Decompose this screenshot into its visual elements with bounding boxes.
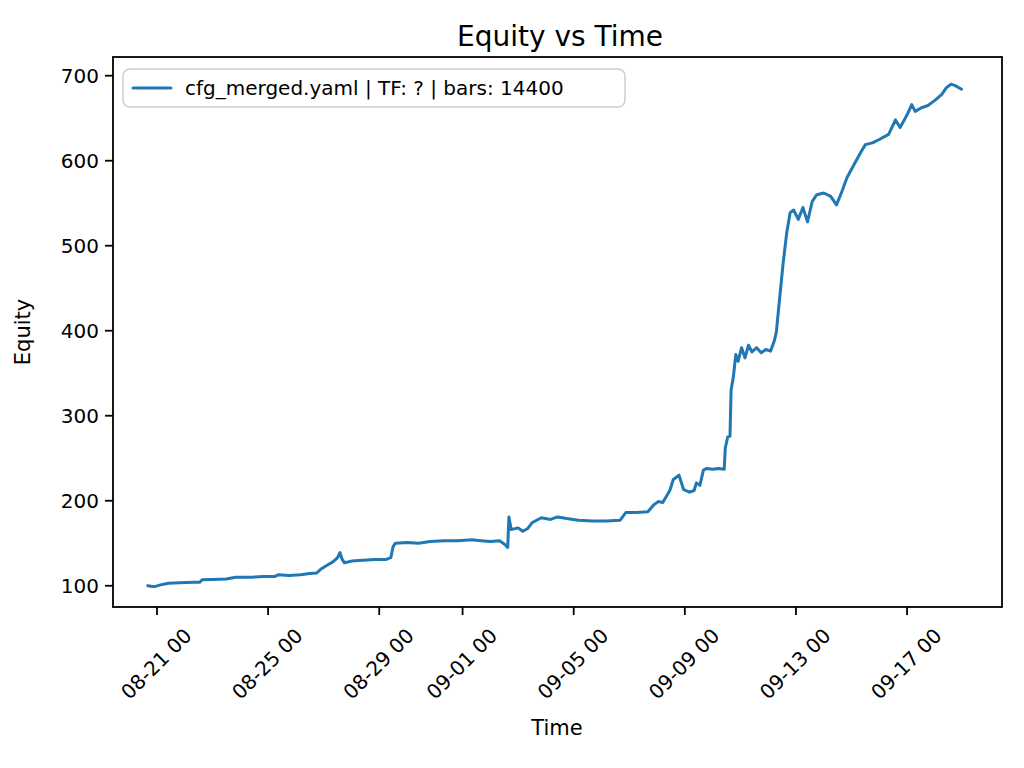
y-tick-label: 500 [61,234,99,258]
plot-area-frame [113,57,1002,607]
legend: cfg_merged.yaml | TF: ? | bars: 14400 [123,69,625,107]
y-tick-label: 700 [61,64,99,88]
y-tick-label: 100 [61,574,99,598]
y-tick-label: 400 [61,319,99,343]
legend-label: cfg_merged.yaml | TF: ? | bars: 14400 [185,76,564,100]
y-tick-label: 200 [61,489,99,513]
y-axis-label: Equity [11,299,35,365]
y-tick-label: 300 [61,404,99,428]
y-tick-label: 600 [61,149,99,173]
matplotlib-figure: 08-21 0008-25 0008-29 0009-01 0009-05 00… [0,0,1024,768]
chart-title: Equity vs Time [457,20,663,53]
x-axis-label: Time [530,716,582,740]
equity-chart: 08-21 0008-25 0008-29 0009-01 0009-05 00… [0,0,1024,768]
